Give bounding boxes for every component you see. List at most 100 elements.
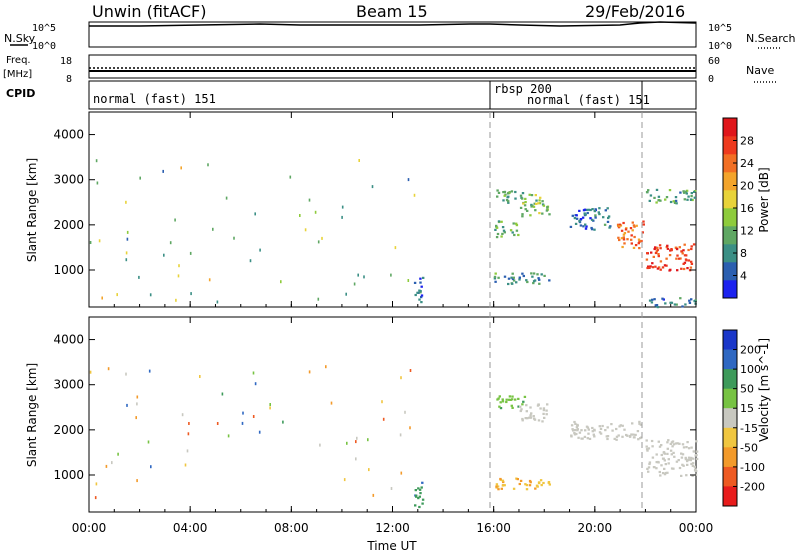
noise-right-bottom-tick: 10^0 (708, 41, 732, 52)
velocity-cell (497, 488, 500, 491)
power-cell (687, 259, 691, 262)
power-cell (627, 230, 630, 233)
power-cell (597, 211, 600, 214)
velocity-cell (511, 406, 514, 409)
colorbar-swatch (723, 190, 737, 209)
power-cell (676, 269, 679, 272)
power-cell (514, 197, 517, 200)
velocity-cell (647, 447, 651, 450)
velocity-speckle (252, 415, 255, 418)
colorbar-tick-label: -15 (740, 422, 758, 435)
velocity-cell (497, 397, 500, 400)
velocity-cell (510, 404, 513, 407)
power-colorbar: 4 8 12 16 20 24 28 (722, 117, 754, 299)
power-cell (531, 275, 534, 278)
power-speckle (96, 181, 99, 185)
velocity-speckle (181, 413, 184, 417)
power-cell (507, 201, 510, 204)
power-cell (645, 258, 649, 261)
power-cell (501, 226, 505, 229)
power-cell (510, 276, 513, 279)
power-cell (502, 199, 505, 202)
velocity-cell (601, 424, 604, 428)
power-speckle (125, 258, 128, 262)
velocity-cell (529, 406, 532, 409)
power-cell (693, 190, 696, 193)
power-cell (637, 242, 640, 245)
velocity-panel (88, 316, 699, 513)
velocity-cell (503, 484, 506, 487)
power-cell (522, 202, 525, 205)
velocity-speckle (136, 479, 138, 483)
velocity-cell (660, 453, 663, 457)
power-speckle (407, 178, 410, 182)
velocity-speckle (355, 457, 357, 461)
power-cell (578, 220, 581, 223)
velocity-cell (681, 443, 685, 446)
power-cell (507, 277, 511, 280)
power-speckle (190, 292, 192, 296)
time-tick-label: 12:00 (375, 521, 410, 535)
velocity-speckle (400, 376, 402, 380)
power-cell (537, 202, 540, 205)
velocity-cell (695, 470, 698, 473)
power-speckle (299, 214, 301, 217)
power-cell (510, 190, 514, 193)
colorbar-swatch (723, 226, 737, 245)
velocity-speckle (390, 487, 393, 490)
velocity-cell (680, 452, 683, 455)
colorbar-tick-label: 28 (740, 135, 754, 148)
colorbar-swatch (723, 408, 737, 429)
velocity-cell (637, 438, 640, 441)
velocity-cell (525, 410, 528, 413)
velocity-cell (646, 467, 649, 470)
nsearch-label: N.Search (746, 32, 796, 45)
power-cell (681, 252, 684, 255)
range-tick-label: 3000 (53, 378, 84, 392)
velocity-cell (672, 443, 676, 446)
velocity-cell (598, 425, 601, 428)
power-cell (538, 212, 541, 215)
power-cell (690, 262, 694, 265)
power-cell (607, 215, 611, 218)
power-cell (493, 277, 497, 280)
velocity-cell (613, 437, 616, 440)
power-cell (659, 260, 663, 263)
velocity-cell (502, 480, 505, 484)
velocity-cell (521, 417, 524, 421)
velocity-cell (691, 464, 695, 467)
velocity-cell (525, 488, 529, 491)
power-speckle (89, 241, 92, 244)
velocity-cell (591, 430, 594, 433)
velocity-cell (532, 415, 535, 418)
power-cell (648, 266, 651, 269)
power-cell (645, 191, 649, 194)
power-cell (420, 285, 423, 288)
velocity-cell (573, 429, 577, 432)
velocity-cell (495, 485, 498, 488)
velocity-cell (546, 403, 549, 406)
power-cell (665, 264, 668, 267)
power-colorbar-label: Power [dB] (757, 167, 771, 232)
power-cell (569, 225, 573, 228)
power-cell (589, 217, 592, 220)
power-cell (647, 265, 650, 268)
power-cell (679, 191, 682, 194)
velocity-speckle (187, 432, 190, 436)
velocity-cell (501, 398, 504, 401)
velocity-cell (684, 456, 687, 459)
power-cell (497, 220, 501, 223)
velocity-speckle (319, 443, 321, 447)
velocity-cell (692, 457, 695, 460)
power-cell (420, 301, 423, 304)
power-cell (517, 233, 520, 237)
power-cell (546, 206, 549, 209)
power-cell (688, 299, 691, 302)
velocity-speckle (382, 417, 385, 421)
beam-title: Beam 15 (356, 2, 428, 21)
power-cell (692, 243, 696, 246)
power-cell (590, 218, 594, 221)
colorbar-swatch (723, 244, 737, 263)
power-cell (593, 210, 596, 213)
power-cell (604, 209, 607, 212)
